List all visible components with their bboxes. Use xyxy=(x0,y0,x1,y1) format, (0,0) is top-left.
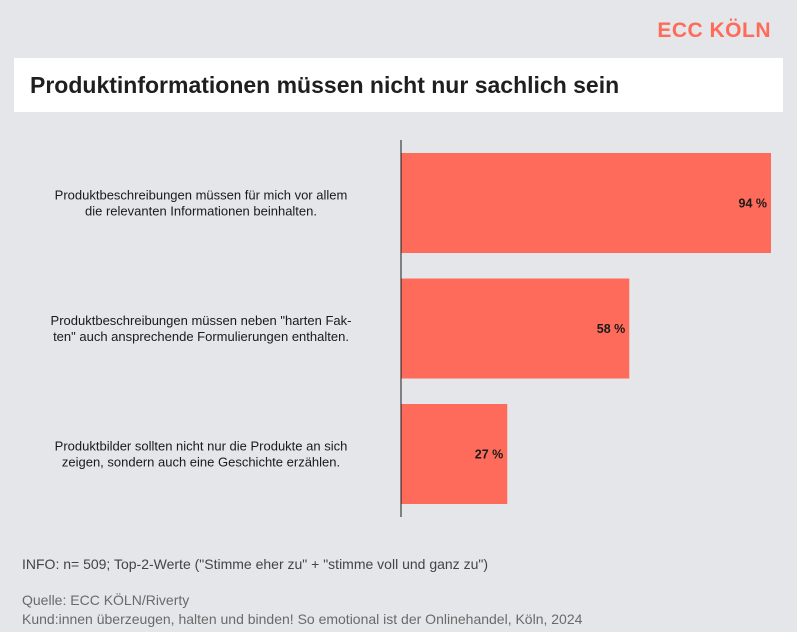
bar-1 xyxy=(401,153,771,253)
source-note: Quelle: ECC KÖLN/Riverty Kund:innen über… xyxy=(22,591,582,629)
bar-chart: 94 % Produktbeschreibungen müssen für mic… xyxy=(51,140,771,517)
source-line-1: Quelle: ECC KÖLN/Riverty xyxy=(22,592,190,608)
brand-logo: ECC KÖLN xyxy=(657,19,771,42)
title-box: Produktinformationen müssen nicht nur sa… xyxy=(14,58,783,112)
chart-title: Produktinformationen müssen nicht nur sa… xyxy=(30,72,620,98)
source-line-2: Kund:innen überzeugen, halten und binden… xyxy=(22,611,583,627)
category-label-1-line-1: Produktbeschreibungen müssen für mich vo… xyxy=(55,188,348,203)
category-label-2-line-2: ten" auch ansprechende Formulierungen en… xyxy=(53,329,349,344)
value-label-1: 94 % xyxy=(739,197,768,211)
category-label-3-line-2: zeigen, sondern auch eine Geschichte erz… xyxy=(62,455,340,470)
value-label-3: 27 % xyxy=(475,448,504,462)
category-label-2-line-1: Produktbeschreibungen müssen neben "hart… xyxy=(51,313,352,328)
category-label-3-line-1: Produktbilder sollten nicht nur die Prod… xyxy=(55,439,348,454)
bar-3 xyxy=(401,404,508,504)
value-label-2: 58 % xyxy=(597,322,626,336)
bar-2 xyxy=(401,278,630,379)
category-label-1-line-2: die relevanten Informationen beinhalten. xyxy=(85,204,317,219)
info-note: INFO: n= 509; Top-2-Werte ("Stimme eher … xyxy=(22,556,488,572)
